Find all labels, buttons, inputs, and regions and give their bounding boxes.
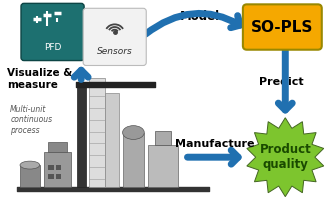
Text: Visualize &
measure: Visualize & measure [7,68,73,90]
FancyBboxPatch shape [21,3,84,61]
Bar [105,93,119,187]
Bar [20,165,40,187]
Text: Manufacture: Manufacture [175,139,254,149]
Text: Sensors: Sensors [97,47,132,56]
Text: Predict: Predict [259,77,303,87]
Bar [123,133,144,187]
Bar [155,131,171,145]
Bar [44,152,71,187]
FancyBboxPatch shape [243,4,322,50]
Bar [48,174,54,179]
Text: Product
quality: Product quality [259,143,311,171]
Bar [77,83,86,187]
Bar [48,142,67,152]
Bar [89,78,105,187]
FancyBboxPatch shape [83,8,146,65]
Ellipse shape [123,126,144,139]
Text: Model: Model [180,10,219,23]
Bar [56,165,61,170]
Bar [48,165,54,170]
Bar [148,145,178,187]
Bar [56,174,61,179]
Text: Multi-unit
continuous
process: Multi-unit continuous process [10,105,52,135]
Text: SO-PLS: SO-PLS [251,20,314,35]
Ellipse shape [20,161,40,169]
Text: PFD: PFD [44,43,61,52]
Polygon shape [247,118,324,197]
